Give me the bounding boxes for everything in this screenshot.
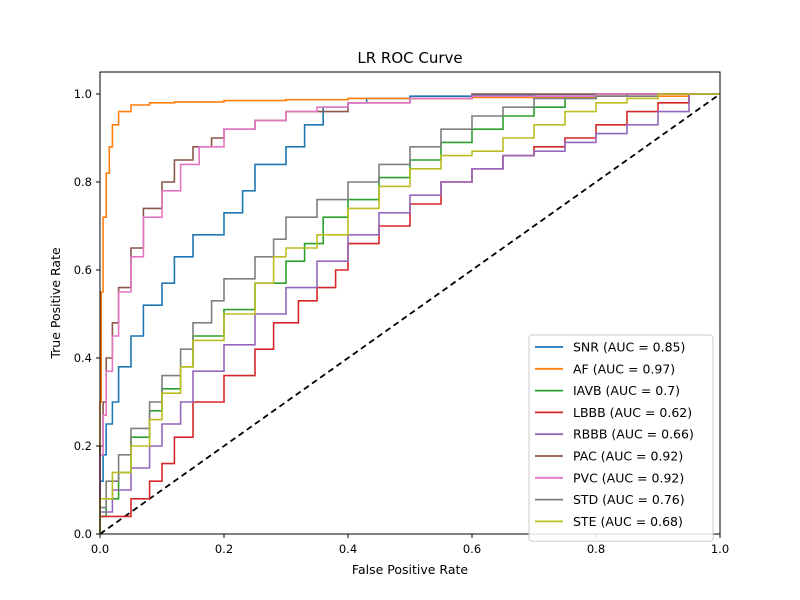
y-tick-label: 0.8 bbox=[74, 175, 92, 189]
y-tick-label: 0.2 bbox=[74, 439, 92, 453]
y-tick-label: 1.0 bbox=[74, 87, 92, 101]
legend-entry-4: RBBB (AUC = 0.66) bbox=[573, 427, 694, 442]
series-line-8 bbox=[99, 93, 720, 534]
x-tick-label: 0.4 bbox=[339, 542, 357, 556]
x-tick-label: 0.8 bbox=[587, 542, 605, 556]
legend-entry-1: AF (AUC = 0.97) bbox=[573, 361, 675, 376]
series-line-0 bbox=[99, 93, 720, 534]
legend: SNR (AUC = 0.85) AF (AUC = 0.97) IAVB (AUC… bbox=[528, 334, 714, 542]
x-axis-label: False Positive Rate bbox=[352, 562, 468, 577]
series-line-2 bbox=[99, 93, 720, 534]
legend-entry-3: LBBB (AUC = 0.62) bbox=[573, 405, 692, 420]
y-tick-label: 0.4 bbox=[74, 351, 92, 365]
legend-entry-6: PVC (AUC = 0.92) bbox=[573, 470, 684, 485]
legend-entry-0: SNR (AUC = 0.85) bbox=[573, 340, 685, 355]
legend-entry-8: STE (AUC = 0.68) bbox=[573, 514, 683, 529]
x-tick-label: 0.6 bbox=[463, 542, 481, 556]
legend-entry-2: IAVB (AUC = 0.7) bbox=[573, 383, 680, 398]
series-line-6 bbox=[99, 93, 720, 534]
y-axis-label: True Positive Rate bbox=[48, 247, 63, 360]
legend-entry-7: STD (AUC = 0.76) bbox=[573, 492, 685, 507]
chance-diagonal-line bbox=[99, 93, 721, 535]
y-tick-label: 0.6 bbox=[74, 263, 92, 277]
x-tick-label: 0.0 bbox=[91, 542, 109, 556]
series-line-7 bbox=[99, 93, 720, 534]
plot-frame bbox=[99, 71, 721, 535]
y-tick-label: 0.0 bbox=[74, 527, 92, 541]
legend-box bbox=[528, 334, 714, 542]
x-tick-label: 1.0 bbox=[711, 542, 729, 556]
chart-title: LR ROC Curve bbox=[357, 49, 462, 67]
legend-entry-5: PAC (AUC = 0.92) bbox=[573, 449, 683, 464]
x-tick-label: 0.2 bbox=[215, 542, 233, 556]
